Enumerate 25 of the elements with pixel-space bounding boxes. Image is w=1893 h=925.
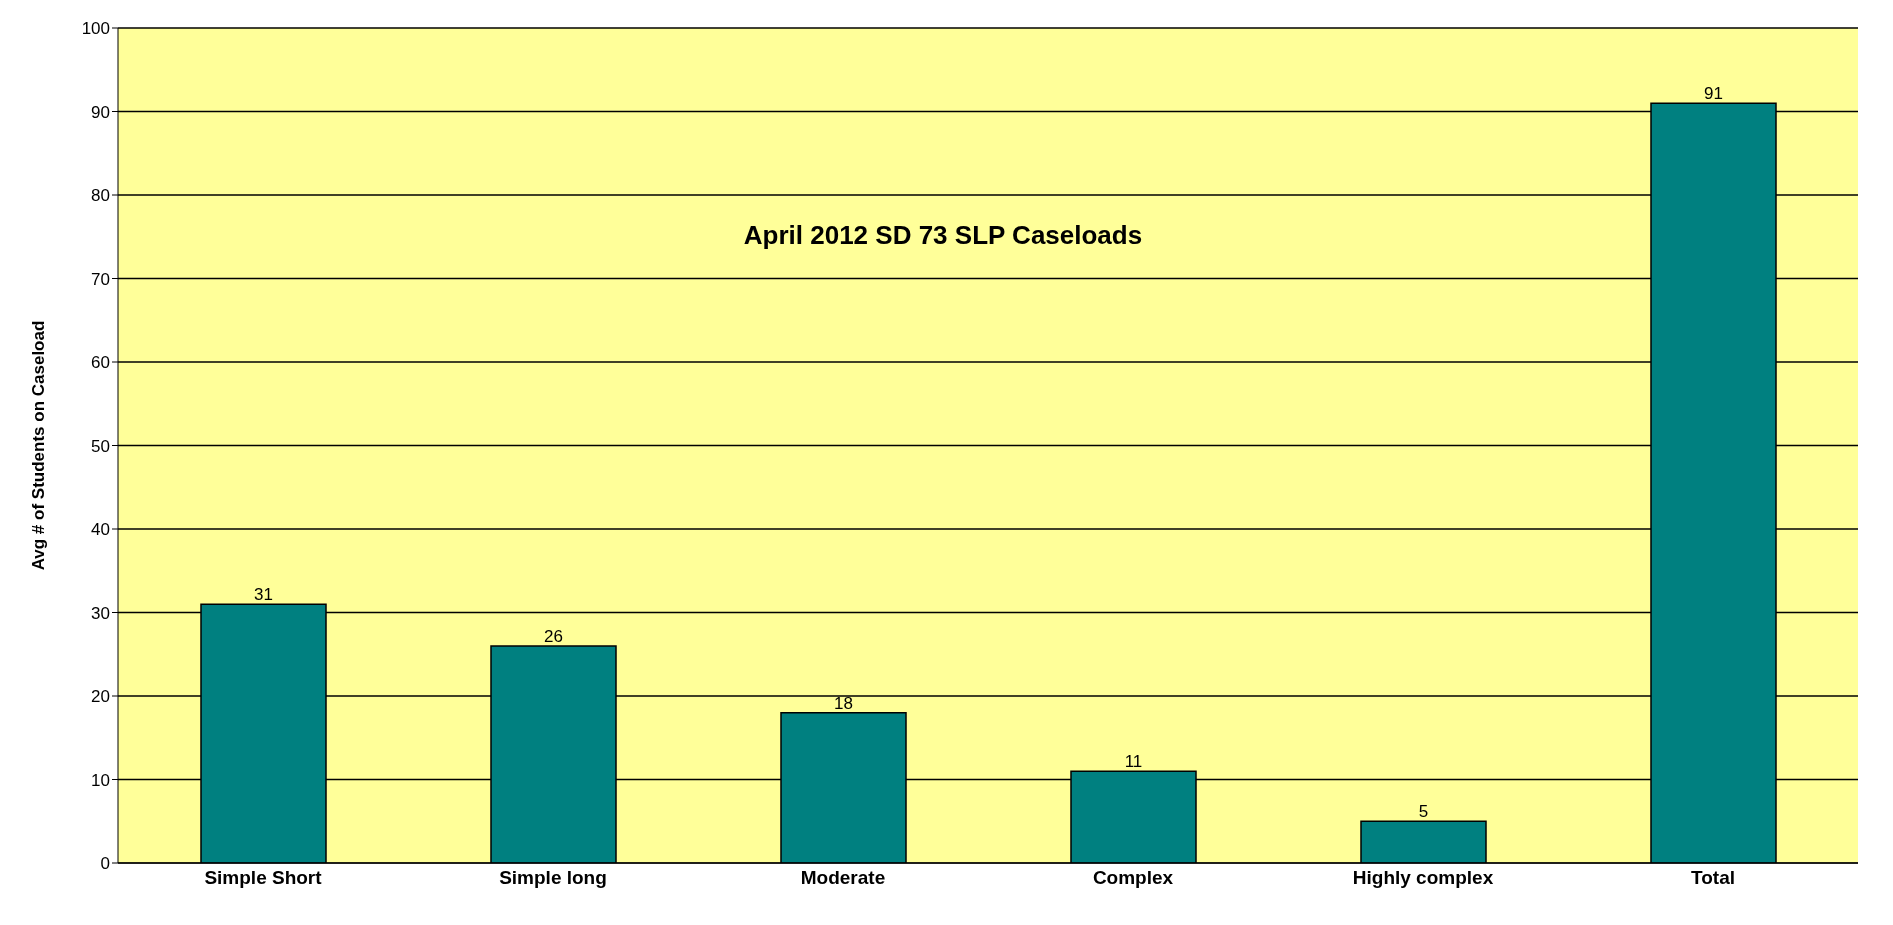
data-label: 11 — [1124, 752, 1143, 772]
y-tick-label: 80 — [91, 186, 110, 206]
data-label: 31 — [254, 585, 273, 605]
y-tick-label: 90 — [91, 102, 110, 122]
x-tick-label: Simple long — [499, 867, 607, 889]
data-label: 91 — [1704, 84, 1723, 104]
y-tick-label: 10 — [91, 770, 110, 790]
text: April 2012 SD 73 SLP Caseloads — [742, 220, 1144, 251]
data-label: 5 — [1418, 802, 1429, 822]
y-tick-label: 30 — [91, 603, 110, 623]
y-axis-title: Avg # of Students on Caseload — [29, 320, 49, 571]
y-tick-label: 40 — [91, 520, 110, 540]
y-tick-label: 100 — [81, 19, 110, 39]
x-tick-label: Highly complex — [1352, 867, 1494, 889]
y-tick-label: 70 — [91, 269, 110, 289]
data-label: 26 — [544, 626, 563, 646]
y-tick-label: 60 — [91, 353, 110, 373]
y-tick-label: 0 — [100, 854, 110, 874]
x-tick-label: Complex — [1092, 867, 1174, 889]
y-tick-label: 20 — [91, 687, 110, 707]
x-tick-label: Simple Short — [204, 867, 323, 889]
x-tick-label: Moderate — [800, 867, 886, 889]
x-tick-label: Total — [1691, 867, 1735, 889]
y-tick-label: 50 — [91, 436, 110, 456]
data-label: 18 — [834, 693, 853, 713]
